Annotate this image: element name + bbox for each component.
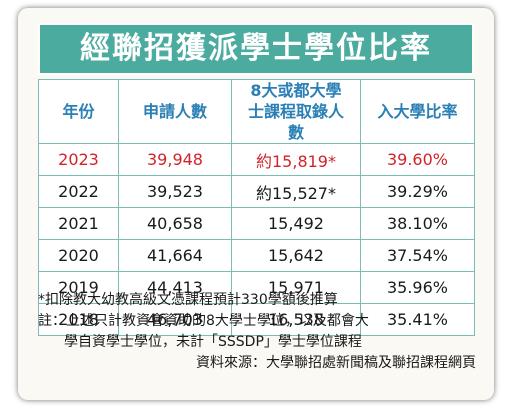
table-row: 2019 44,413 15,971 35.96% <box>38 271 475 304</box>
cell-applicants: 39,523 <box>118 175 232 208</box>
cell-rate: 39.29% <box>360 175 475 208</box>
cell-admitted: 15,642 <box>231 239 361 272</box>
header-year: 年份 <box>38 79 119 144</box>
cell-rate: 35.96% <box>360 271 475 304</box>
table-row: 2021 40,658 15,492 38.10% <box>38 207 475 240</box>
header-admitted: 8大或都大學士課程取錄人數 <box>231 79 361 144</box>
table-row: 2020 41,664 15,642 37.54% <box>38 239 475 272</box>
remark-line-2: 學自資學士學位，未計「SSSDP」學士學位課程 <box>64 334 362 350</box>
cell-admitted: 約15,527* <box>231 175 361 208</box>
table-row: 2018 46,703 16,538 35.41% <box>38 303 475 336</box>
cell-year: 2021 <box>38 207 119 240</box>
cell-year: 2023 <box>38 143 119 176</box>
cell-rate: 39.60% <box>360 143 475 176</box>
header-rate: 入大學比率 <box>360 79 475 144</box>
cell-rate: 38.10% <box>360 207 475 240</box>
cell-applicants: 46,703 <box>118 303 232 336</box>
cell-admitted: 約15,819* <box>231 143 361 176</box>
remark-line-1: 註：上述只計教資會資助的8大學士學位，以及都會大 <box>38 313 369 329</box>
cell-year: 2018 <box>38 303 119 336</box>
table-header-row: 年份 申請人數 8大或都大學士課程取錄人數 入大學比率 <box>38 79 475 144</box>
cell-year: 2022 <box>38 175 119 208</box>
admission-table: 年份 申請人數 8大或都大學士課程取錄人數 入大學比率 2023 39,948 … <box>38 79 475 336</box>
header-applicants: 申請人數 <box>118 79 232 144</box>
cell-applicants: 44,413 <box>118 271 232 304</box>
cell-admitted: 15,492 <box>231 207 361 240</box>
cell-applicants: 40,658 <box>118 207 232 240</box>
cell-rate: 35.41% <box>360 303 475 336</box>
table-row: 2023 39,948 約15,819* 39.60% <box>38 143 475 176</box>
cell-applicants: 41,664 <box>118 239 232 272</box>
source-note: 資料來源：大學聯招處新聞稿及聯招課程網頁 <box>196 355 476 371</box>
table-row: 2022 39,523 約15,527* 39.29% <box>38 175 475 208</box>
footnote: *扣除教大幼教高級文憑課程預計330學額後推算 <box>38 292 338 308</box>
cell-year: 2019 <box>38 271 119 304</box>
cell-year: 2020 <box>38 239 119 272</box>
cell-applicants: 39,948 <box>118 143 232 176</box>
infographic-title: 經聯招獲派學士學位比率 <box>38 23 474 75</box>
cell-admitted: 16,538 <box>231 303 361 336</box>
notes-section: *扣除教大幼教高級文憑課程預計330學額後推算 註：上述只計教資會資助的8大學士… <box>38 290 478 374</box>
cell-rate: 37.54% <box>360 239 475 272</box>
infographic-card: 經聯招獲派學士學位比率 年份 申請人數 8大或都大學士課程取錄人數 入大學比率 … <box>18 8 494 400</box>
